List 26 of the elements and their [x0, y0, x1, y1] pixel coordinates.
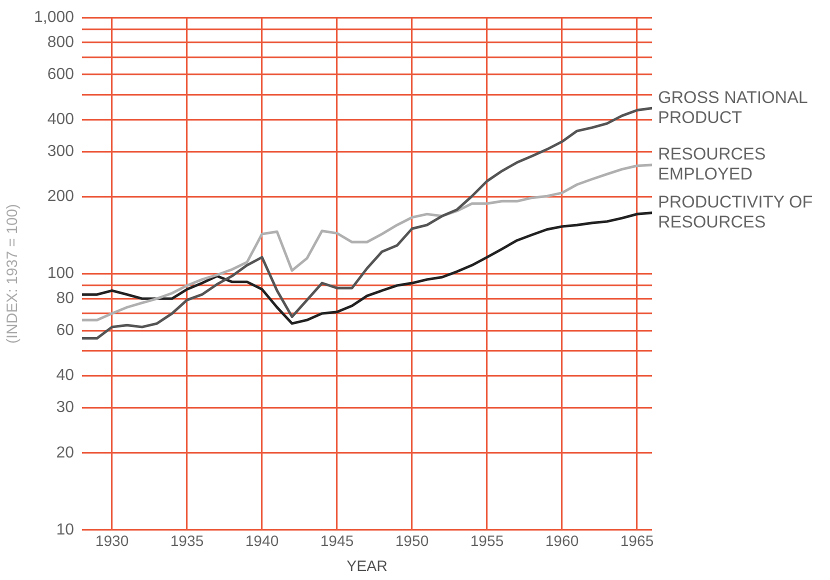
y-tick-label: 10: [56, 521, 74, 538]
x-tick-label: 1960: [545, 533, 579, 550]
x-tick-label: 1930: [95, 533, 129, 550]
y-axis-title: (INDEX: 1937 = 100): [4, 204, 22, 344]
y-tick-label: 30: [56, 399, 74, 416]
series-label: GROSS NATIONAL PRODUCT: [658, 88, 808, 127]
y-tick-label: 400: [47, 110, 74, 128]
y-tick-label: 40: [56, 367, 74, 384]
x-tick-label: 1965: [620, 533, 654, 550]
y-tick-label: 200: [47, 188, 74, 206]
series-label: PRODUCTIVITY OF RESOURCES: [658, 192, 813, 232]
x-axis-title: YEAR: [346, 558, 388, 576]
x-tick-label: 1935: [170, 533, 204, 550]
y-tick-label: 60: [56, 322, 74, 340]
y-tick-label: 800: [47, 34, 74, 51]
y-tick-label: 20: [56, 444, 74, 462]
x-tick-label: 1940: [245, 533, 279, 550]
y-tick-label: 100: [47, 265, 74, 282]
x-tick-label: 1945: [320, 533, 354, 550]
y-tick-label: 80: [56, 290, 74, 308]
y-tick-label: 600: [47, 66, 74, 83]
y-tick-label: 1,000: [34, 9, 74, 26]
series-label: RESOURCES EMPLOYED: [658, 144, 766, 184]
y-tick-label: 300: [47, 142, 74, 160]
x-tick-label: 1955: [470, 533, 504, 550]
x-tick-label: 1950: [395, 533, 429, 550]
